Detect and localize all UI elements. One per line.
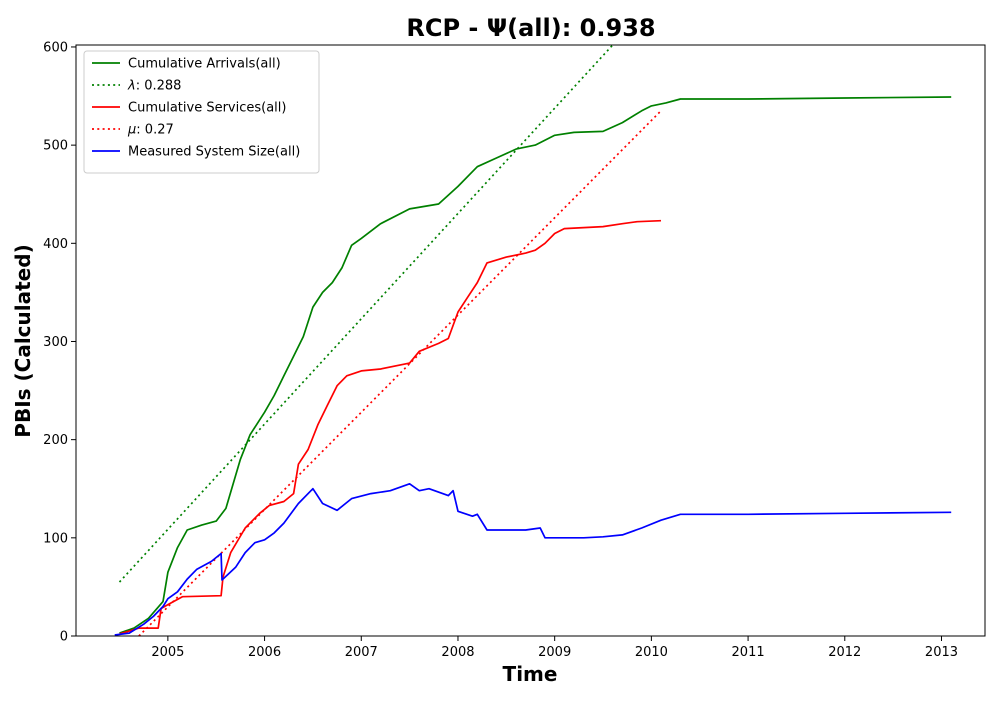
chart-title: RCP - Ψ(all): 0.938: [406, 14, 655, 42]
x-tick-label: 2006: [248, 645, 281, 660]
series-line-4: [115, 484, 952, 635]
y-tick-label: 200: [43, 433, 68, 448]
legend-label-3: μ: 0.27: [127, 123, 174, 138]
x-tick-label: 2007: [345, 645, 378, 660]
legend-label-1: λ: 0.288: [127, 79, 181, 94]
y-tick-label: 300: [43, 335, 68, 350]
x-tick-label: 2011: [732, 645, 765, 660]
legend-label-2: Cumulative Services(all): [128, 101, 286, 116]
y-tick-label: 0: [60, 630, 68, 645]
legend: Cumulative Arrivals(all) λ: 0.288 Cumulati…: [84, 51, 319, 173]
series-line-2: [120, 221, 662, 634]
x-tick-label: 2009: [538, 645, 571, 660]
x-tick-label: 2005: [151, 645, 184, 660]
legend-label-4: Measured System Size(all): [128, 145, 300, 160]
x-tick-label: 2013: [925, 645, 958, 660]
y-tick-label: 400: [43, 237, 68, 252]
y-tick-label: 500: [43, 139, 68, 154]
x-tick-label: 2012: [828, 645, 861, 660]
y-tick-label: 600: [43, 40, 68, 55]
x-tick-label: 2008: [441, 645, 474, 660]
x-tick-label: 2010: [635, 645, 668, 660]
x-axis-title: Time: [503, 662, 558, 686]
y-axis-title: PBIs (Calculated): [11, 244, 35, 437]
y-tick-label: 100: [43, 531, 68, 546]
legend-label-0: Cumulative Arrivals(all): [128, 57, 281, 72]
